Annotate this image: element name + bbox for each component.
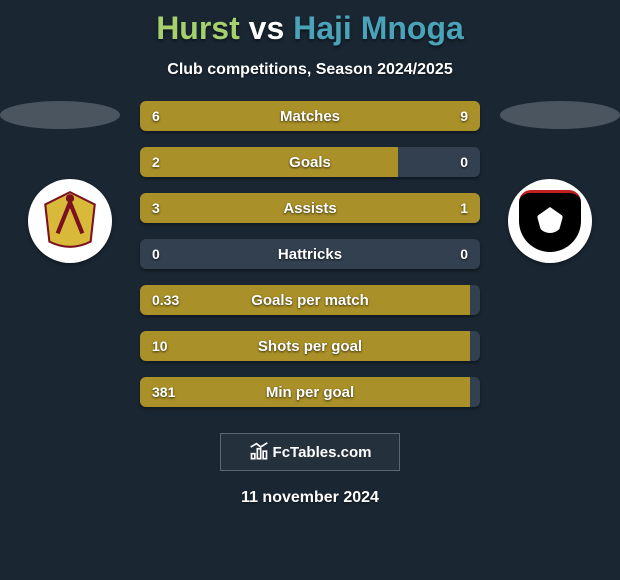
comparison-stage: 69Matches20Goals31Assists00Hattricks0.33…	[0, 101, 620, 421]
chart-icon	[249, 442, 269, 462]
stat-bar-left-fill	[140, 147, 398, 177]
stat-row: 381Min per goal	[140, 377, 480, 407]
stat-label: Hattricks	[140, 239, 480, 269]
stat-bars-container: 69Matches20Goals31Assists00Hattricks0.33…	[140, 101, 480, 423]
salford-crest-icon	[519, 190, 581, 252]
stat-value-right: 0	[460, 239, 468, 269]
stat-row: 31Assists	[140, 193, 480, 223]
stat-row: 20Goals	[140, 147, 480, 177]
stat-bar-left-fill	[140, 377, 470, 407]
brand-text: FcTables.com	[273, 444, 372, 461]
stat-bar-left-fill	[140, 101, 276, 131]
player1-shadow-ellipse	[0, 101, 120, 129]
stat-row: 0.33Goals per match	[140, 285, 480, 315]
player2-club-crest	[508, 179, 592, 263]
infographic-date: 11 november 2024	[0, 489, 620, 507]
subtitle: Club competitions, Season 2024/2025	[0, 61, 620, 79]
stat-bar-left-fill	[140, 331, 470, 361]
stat-bar-left-fill	[140, 285, 470, 315]
stat-bar-right-fill	[276, 101, 480, 131]
stat-row: 10Shots per goal	[140, 331, 480, 361]
stat-value-right: 0	[460, 147, 468, 177]
player1-club-crest	[28, 179, 112, 263]
brand-badge[interactable]: FcTables.com	[220, 433, 400, 471]
stat-bar-left-fill	[140, 193, 395, 223]
page-title: Hurst vs Haji Mnoga	[0, 0, 620, 47]
stat-bar-right-fill	[395, 193, 480, 223]
doncaster-crest-icon	[37, 188, 103, 254]
stat-row: 0 0Hattricks	[140, 239, 480, 269]
vs-separator: vs	[249, 10, 285, 46]
player1-name: Hurst	[156, 10, 240, 46]
stat-row: 69Matches	[140, 101, 480, 131]
stat-value-left: 0	[152, 239, 160, 269]
player2-shadow-ellipse	[500, 101, 620, 129]
player2-name: Haji Mnoga	[293, 10, 464, 46]
